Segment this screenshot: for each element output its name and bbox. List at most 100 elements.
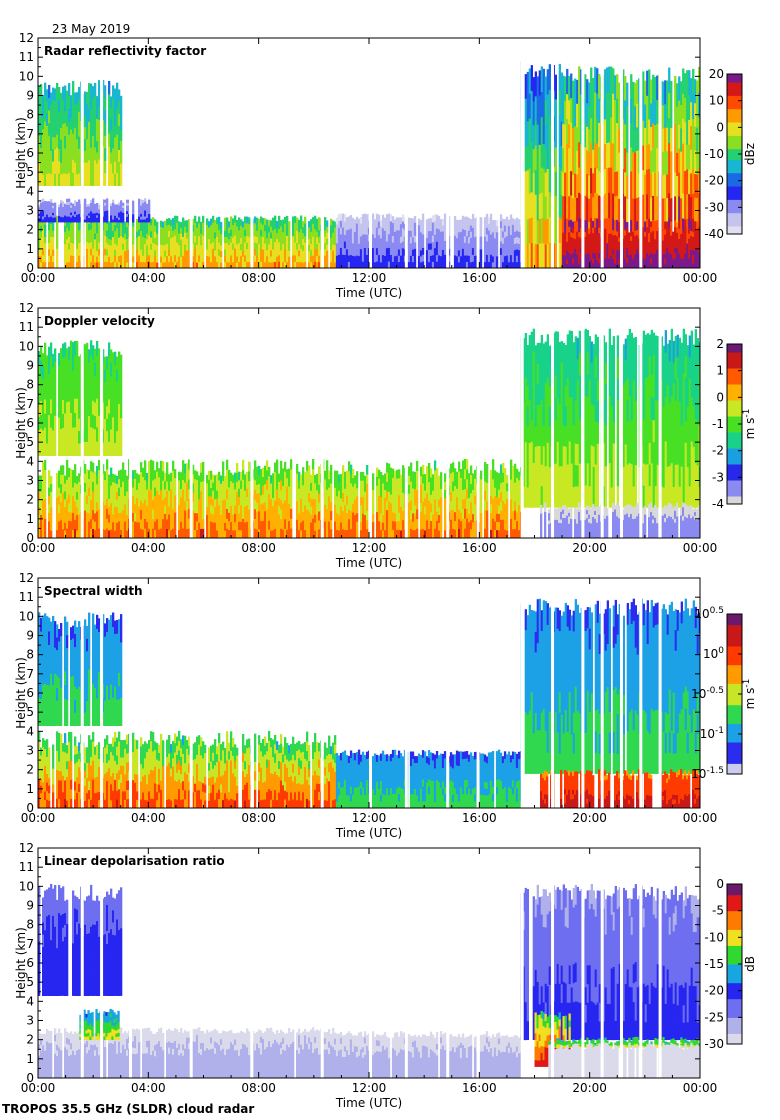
echo-cell [692,193,695,219]
echo-cell [612,168,615,194]
echo-cell [473,236,477,244]
echo-cell [110,262,113,268]
echo-cell [38,213,41,216]
echo-cell [112,261,115,268]
echo-cell [686,94,689,120]
echo-cell [120,443,123,456]
echo-cell [302,227,305,234]
echo-cell [373,225,377,232]
echo-cell [339,220,343,228]
echo-cell [642,227,645,233]
echo-cell [134,521,137,530]
echo-cell [234,261,237,268]
echo-cell [44,172,47,186]
colorbar-band [727,87,742,91]
echo-cell [216,255,219,263]
echo-cell [142,485,145,495]
echo-cell [634,249,637,255]
echo-cell [413,235,417,243]
echo-cell [66,102,69,115]
echo-cell [304,223,307,230]
echo-cell [132,238,135,245]
echo-cell [96,384,99,399]
echo-cell [236,262,239,268]
echo-cell [688,238,691,244]
echo-cell [142,200,145,204]
echo-cell [626,263,629,268]
echo-cell [72,261,75,268]
echo-cell [50,384,53,400]
echo-cell [168,249,171,256]
echo-cell [42,204,45,208]
echo-cell [92,248,95,256]
echo-cell [256,255,259,263]
echo-cell [618,237,621,242]
echo-cell [638,125,641,150]
echo-cell [216,249,219,256]
echo-cell [509,248,513,256]
echo-cell [632,254,635,260]
echo-cell [168,498,171,507]
echo-cell [54,375,57,389]
echo-cell [528,168,531,194]
echo-cell [150,218,153,226]
echo-cell [198,530,201,538]
echo-cell [238,261,241,268]
echo-cell [483,242,487,250]
echo-cell [112,513,115,523]
echo-cell [534,120,537,146]
echo-cell [363,261,367,268]
echo-cell [596,68,599,94]
echo-cell [698,237,700,244]
echo-cell [116,356,119,370]
echo-cell [676,198,679,223]
echo-cell [92,222,95,230]
echo-cell [88,223,91,231]
echo-cell [473,255,477,263]
echo-cell [622,263,625,268]
echo-cell [114,530,117,538]
echo-cell [650,257,653,264]
echo-cell [68,216,71,220]
echo-cell [314,248,317,256]
echo-cell [588,233,591,239]
echo-cell [64,217,67,221]
echo-cell [401,227,405,235]
echo-cell [166,224,169,232]
echo-cell [112,473,115,483]
echo-cell [210,218,213,226]
echo-cell [300,235,303,243]
echo-cell [566,118,569,144]
echo-cell [578,263,581,268]
echo-cell [122,255,125,263]
echo-cell [612,93,615,119]
echo-cell [96,217,99,220]
echo-cell [457,244,461,251]
echo-cell [98,361,101,376]
echo-cell [104,406,107,419]
x-tick-label: 08:00 [241,271,276,285]
echo-cell [202,519,205,529]
echo-cell [108,506,111,515]
echo-cell [188,219,191,226]
echo-cell [503,261,507,268]
echo-cell [353,219,357,226]
echo-cell [234,235,237,243]
echo-cell [88,95,91,110]
echo-cell [220,245,223,252]
echo-cell [284,223,287,231]
colorbar-band [727,84,742,88]
echo-cell [108,370,111,386]
echo-cell [106,261,109,268]
echo-cell [154,504,157,513]
echo-cell [72,212,75,216]
colorbar-band [727,95,742,99]
colorbar-band [727,98,742,102]
echo-cell [48,211,51,215]
echo-cell [72,478,75,488]
echo-cell [572,227,575,233]
echo-cell [674,100,677,125]
echo-cell [96,212,99,216]
echo-cell [152,509,155,520]
echo-cell [690,125,693,150]
